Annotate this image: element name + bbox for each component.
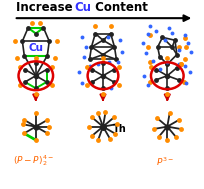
- Text: Cu: Cu: [74, 1, 91, 14]
- Text: Cu: Cu: [28, 43, 43, 53]
- Text: $P^{3-}$: $P^{3-}$: [156, 156, 173, 168]
- Text: $(P-P)_2^{4-}$: $(P-P)_2^{4-}$: [13, 153, 54, 168]
- Text: Content: Content: [90, 1, 147, 14]
- Text: Th: Th: [112, 125, 126, 135]
- Text: Increase: Increase: [16, 1, 76, 14]
